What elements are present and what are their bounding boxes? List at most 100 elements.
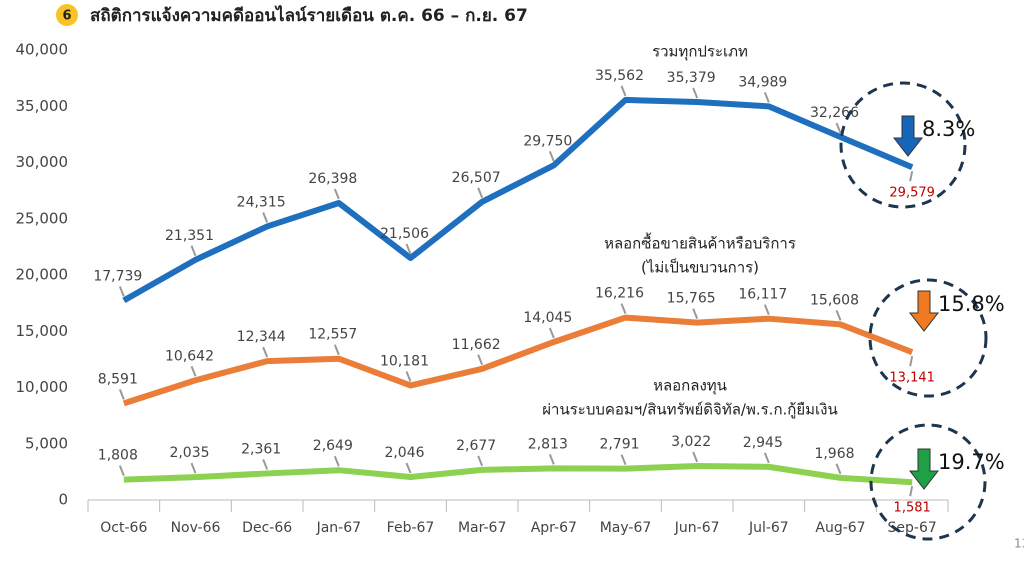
change-label: 15.8% (938, 292, 1005, 316)
leader (118, 286, 125, 297)
leader (548, 327, 555, 339)
leader (835, 310, 842, 321)
x-tick-label: Jan-67 (316, 520, 361, 536)
data-label: 2,361 (241, 441, 281, 457)
leader (118, 465, 125, 477)
leader (190, 365, 197, 377)
series-name: หลอกซื้อขายสินค้าหรือบริการ (604, 233, 796, 253)
data-label: 2,046 (384, 445, 424, 461)
down-arrow (892, 115, 924, 157)
y-tick-label: 20,000 (16, 266, 69, 284)
x-tick-label: Mar-67 (458, 520, 506, 536)
leader (763, 92, 770, 103)
data-label: 32,266 (810, 105, 859, 121)
y-tick-label: 25,000 (16, 209, 69, 227)
y-tick-label: 15,000 (16, 322, 69, 340)
leader (763, 452, 770, 464)
leader (262, 346, 269, 358)
data-label: 2,649 (313, 438, 353, 454)
leader (692, 87, 699, 99)
change-label: 8.3% (922, 117, 975, 141)
leader (477, 187, 484, 199)
data-label: 24,315 (237, 194, 286, 210)
data-label: 12,344 (237, 329, 286, 345)
down-arrow (908, 290, 940, 332)
leader (477, 455, 484, 467)
leader (262, 212, 269, 223)
leader (262, 459, 269, 470)
leader (405, 462, 412, 474)
data-label: 2,813 (528, 436, 568, 452)
leader (909, 355, 914, 367)
y-tick-label: 10,000 (16, 378, 69, 396)
y-tick-label: 35,000 (16, 97, 69, 115)
leader (405, 371, 412, 382)
data-label: 29,579 (889, 186, 935, 201)
leader (548, 150, 555, 162)
data-label: 13,141 (889, 371, 935, 386)
data-label: 26,398 (308, 171, 357, 187)
data-label: 8,591 (98, 371, 138, 387)
x-tick-label: Aug-67 (815, 520, 865, 536)
leader (692, 451, 699, 463)
leader (190, 245, 197, 257)
data-label: 3,022 (671, 434, 711, 450)
leader (477, 354, 484, 366)
data-label: 10,642 (165, 348, 214, 364)
leader (692, 308, 699, 320)
page-number: 13 (1014, 537, 1024, 551)
leader (333, 455, 340, 467)
leader (548, 453, 555, 465)
series-line (122, 96, 914, 304)
data-label: 21,506 (380, 226, 429, 242)
x-tick-label: Feb-67 (387, 520, 435, 536)
data-label: 15,608 (810, 292, 859, 308)
series-name: หลอกลงทุน (653, 377, 727, 396)
data-label: 17,739 (93, 268, 142, 284)
leader (620, 85, 627, 97)
highlight-circle (839, 81, 967, 209)
data-label: 34,989 (738, 74, 787, 90)
leader (835, 463, 842, 475)
leader (190, 462, 197, 474)
leader (620, 303, 627, 314)
badge-number: 6 (62, 9, 71, 24)
data-label: 14,045 (523, 310, 572, 326)
data-label: 1,581 (894, 501, 931, 516)
leader (118, 388, 125, 400)
data-label: 2,035 (169, 445, 209, 461)
data-label: 2,945 (743, 435, 783, 451)
data-label: 35,379 (667, 70, 716, 86)
leader (333, 188, 340, 200)
y-tick-label: 5,000 (25, 434, 68, 452)
data-label: 21,351 (165, 228, 214, 244)
series-name: (ไม่เป็นขบวนการ) (641, 258, 759, 277)
leader (620, 454, 627, 465)
series-name: ผ่านระบบคอมฯ/สินทรัพย์ดิจิทัล/พ.ร.ก.กู้ย… (542, 401, 838, 419)
data-label: 10,181 (380, 353, 429, 369)
down-arrow (908, 448, 940, 490)
leader (333, 344, 340, 356)
badge (56, 4, 78, 26)
data-label: 29,750 (523, 133, 572, 149)
data-label: 15,765 (667, 291, 716, 307)
highlight-circle (869, 423, 987, 541)
data-label: 12,557 (308, 327, 357, 343)
y-tick-label: 30,000 (16, 153, 69, 171)
change-label: 19.7% (938, 450, 1005, 474)
highlight-circle (868, 278, 988, 398)
x-tick-label: Apr-67 (531, 520, 577, 536)
x-tick-label: Jul-67 (748, 520, 789, 536)
data-label: 11,662 (452, 337, 501, 353)
series-line (122, 314, 914, 407)
y-tick-label: 0 (58, 491, 68, 509)
leader (909, 486, 914, 497)
x-tick-label: May-67 (600, 520, 652, 536)
x-tick-label: Jun-67 (674, 520, 720, 536)
data-label: 2,791 (599, 437, 639, 453)
y-tick-label: 40,000 (16, 41, 69, 59)
x-tick-label: Dec-66 (242, 520, 292, 536)
data-label: 2,677 (456, 438, 496, 454)
leader (405, 243, 412, 255)
